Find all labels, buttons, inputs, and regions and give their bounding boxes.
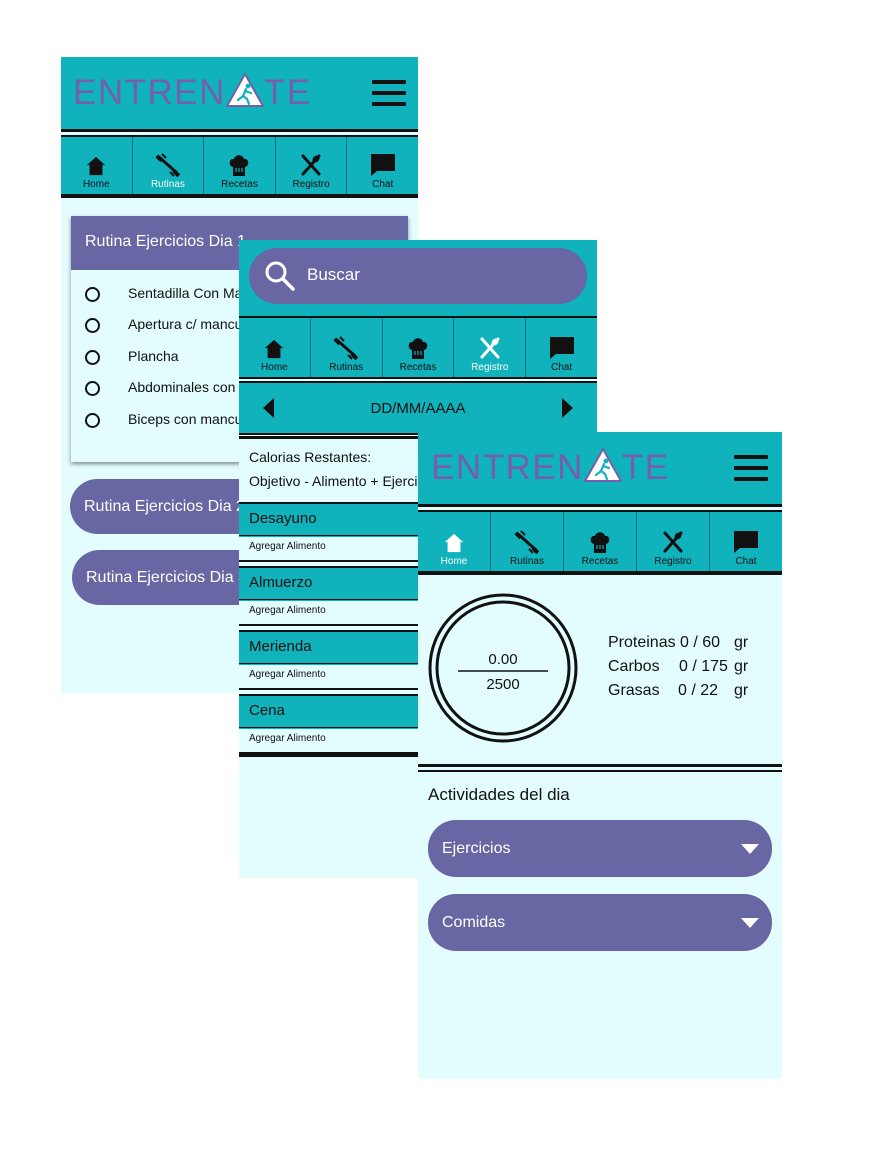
tab-recetas[interactable]: Recetas bbox=[564, 512, 637, 571]
macro-value: 0 / 22 bbox=[678, 682, 719, 699]
exercise-item: Plancha bbox=[128, 348, 179, 364]
macros-list: Proteinas 0 / 60 gr Carbos 0 / 175 gr Gr… bbox=[608, 634, 778, 706]
chevron-down-icon bbox=[741, 844, 759, 854]
tab-home[interactable]: Home bbox=[239, 318, 311, 377]
tab-chat[interactable]: Chat bbox=[710, 512, 782, 571]
home-icon bbox=[444, 533, 464, 553]
calories-consumed: 0.00 bbox=[488, 651, 518, 668]
home-icon bbox=[87, 156, 106, 176]
divider bbox=[418, 770, 782, 772]
chevron-down-icon bbox=[741, 918, 759, 928]
tab-registro[interactable]: Registro bbox=[637, 512, 710, 571]
chef-hat-icon bbox=[230, 155, 249, 176]
chevron-left-icon[interactable] bbox=[263, 398, 275, 418]
routine-title: Rutina Ejercicios Dia 1 bbox=[85, 233, 246, 250]
chat-icon bbox=[370, 154, 395, 176]
bottom-nav: Home Rutinas Recetas Registro Chat bbox=[61, 135, 418, 196]
date-label[interactable]: DD/MM/AAAA bbox=[370, 400, 466, 417]
tab-home[interactable]: Home bbox=[418, 512, 491, 571]
chef-hat-icon bbox=[408, 338, 428, 359]
chat-icon bbox=[549, 337, 574, 359]
home-screen: ENTREN TE Home Rutinas Recetas Registro C… bbox=[418, 432, 782, 1079]
macro-row: Carbos 0 / 175 gr bbox=[608, 658, 778, 682]
macro-unit: gr bbox=[734, 682, 749, 699]
search-placeholder: Buscar bbox=[307, 265, 360, 284]
search-field[interactable]: Buscar bbox=[249, 248, 587, 304]
app-header: ENTREN TE bbox=[418, 432, 782, 504]
utensils-icon bbox=[301, 154, 321, 176]
macro-row: Grasas 0 / 22 gr bbox=[608, 682, 778, 706]
search-bar-area: Buscar bbox=[239, 240, 597, 316]
add-food-link[interactable]: Agregar Alimento bbox=[249, 733, 326, 744]
comidas-dropdown[interactable]: Comidas bbox=[428, 894, 772, 951]
calories-goal: 2500 bbox=[486, 676, 520, 693]
tab-recetas[interactable]: Recetas bbox=[383, 318, 455, 377]
bottom-nav: Home Rutinas Recetas Registro Chat bbox=[418, 510, 782, 573]
utensils-icon bbox=[480, 337, 500, 359]
macro-name: Proteinas bbox=[608, 634, 676, 651]
macro-value: 0 / 175 bbox=[679, 658, 728, 675]
menu-icon[interactable] bbox=[734, 455, 768, 481]
add-food-link[interactable]: Agregar Alimento bbox=[249, 669, 326, 680]
tab-rutinas[interactable]: Rutinas bbox=[311, 318, 383, 377]
macro-row: Proteinas 0 / 60 gr bbox=[608, 634, 778, 658]
macro-value: 0 / 60 bbox=[680, 634, 721, 651]
menu-icon[interactable] bbox=[372, 80, 406, 106]
utensils-icon bbox=[663, 531, 683, 553]
dumbbell-icon bbox=[155, 153, 181, 177]
add-food-link[interactable]: Agregar Alimento bbox=[249, 541, 326, 552]
ring-outline bbox=[428, 593, 578, 743]
divider bbox=[61, 195, 418, 198]
divider bbox=[418, 764, 782, 767]
macro-unit: gr bbox=[734, 634, 749, 651]
exercise-radio[interactable] bbox=[85, 287, 100, 302]
calorie-ring: 0.00 2500 bbox=[428, 593, 578, 743]
chevron-right-icon[interactable] bbox=[561, 398, 573, 418]
add-food-link[interactable]: Agregar Alimento bbox=[249, 605, 326, 616]
bottom-nav: Home Rutinas Recetas Registro Chat bbox=[239, 316, 597, 379]
divider bbox=[61, 129, 418, 132]
date-selector: DD/MM/AAAA bbox=[239, 381, 597, 435]
tab-rutinas[interactable]: Rutinas bbox=[491, 512, 564, 571]
app-logo: ENTREN TE bbox=[431, 448, 670, 487]
tab-home[interactable]: Home bbox=[61, 137, 133, 194]
chef-hat-icon bbox=[590, 532, 610, 553]
runner-logo-icon bbox=[225, 73, 264, 107]
dumbbell-icon bbox=[333, 336, 359, 360]
macro-name: Grasas bbox=[608, 682, 660, 699]
divider bbox=[418, 504, 782, 507]
app-logo: ENTREN TE bbox=[73, 73, 312, 112]
tab-recetas[interactable]: Recetas bbox=[204, 137, 276, 194]
tab-chat[interactable]: Chat bbox=[526, 318, 597, 377]
tab-chat[interactable]: Chat bbox=[347, 137, 418, 194]
exercise-radio[interactable] bbox=[85, 381, 100, 396]
exercise-radio[interactable] bbox=[85, 318, 100, 333]
tab-registro[interactable]: Registro bbox=[276, 137, 348, 194]
tab-registro[interactable]: Registro bbox=[454, 318, 527, 377]
tab-rutinas[interactable]: Rutinas bbox=[133, 137, 205, 194]
ejercicios-dropdown[interactable]: Ejercicios bbox=[428, 820, 772, 877]
chat-icon bbox=[734, 531, 758, 553]
exercise-radio[interactable] bbox=[85, 350, 100, 365]
app-header: ENTREN TE bbox=[61, 57, 418, 129]
runner-logo-icon bbox=[583, 448, 622, 482]
activities-title: Actividades del dia bbox=[428, 785, 570, 804]
macro-name: Carbos bbox=[608, 658, 660, 675]
search-icon bbox=[265, 261, 295, 291]
calories-label: Calorias Restantes: bbox=[249, 449, 372, 465]
home-icon bbox=[265, 339, 284, 359]
divider bbox=[418, 572, 782, 575]
exercise-radio[interactable] bbox=[85, 413, 100, 428]
calories-formula: Objetivo - Alimento + Ejercicio bbox=[249, 473, 436, 489]
dumbbell-icon bbox=[514, 530, 540, 554]
macro-unit: gr bbox=[734, 658, 749, 675]
